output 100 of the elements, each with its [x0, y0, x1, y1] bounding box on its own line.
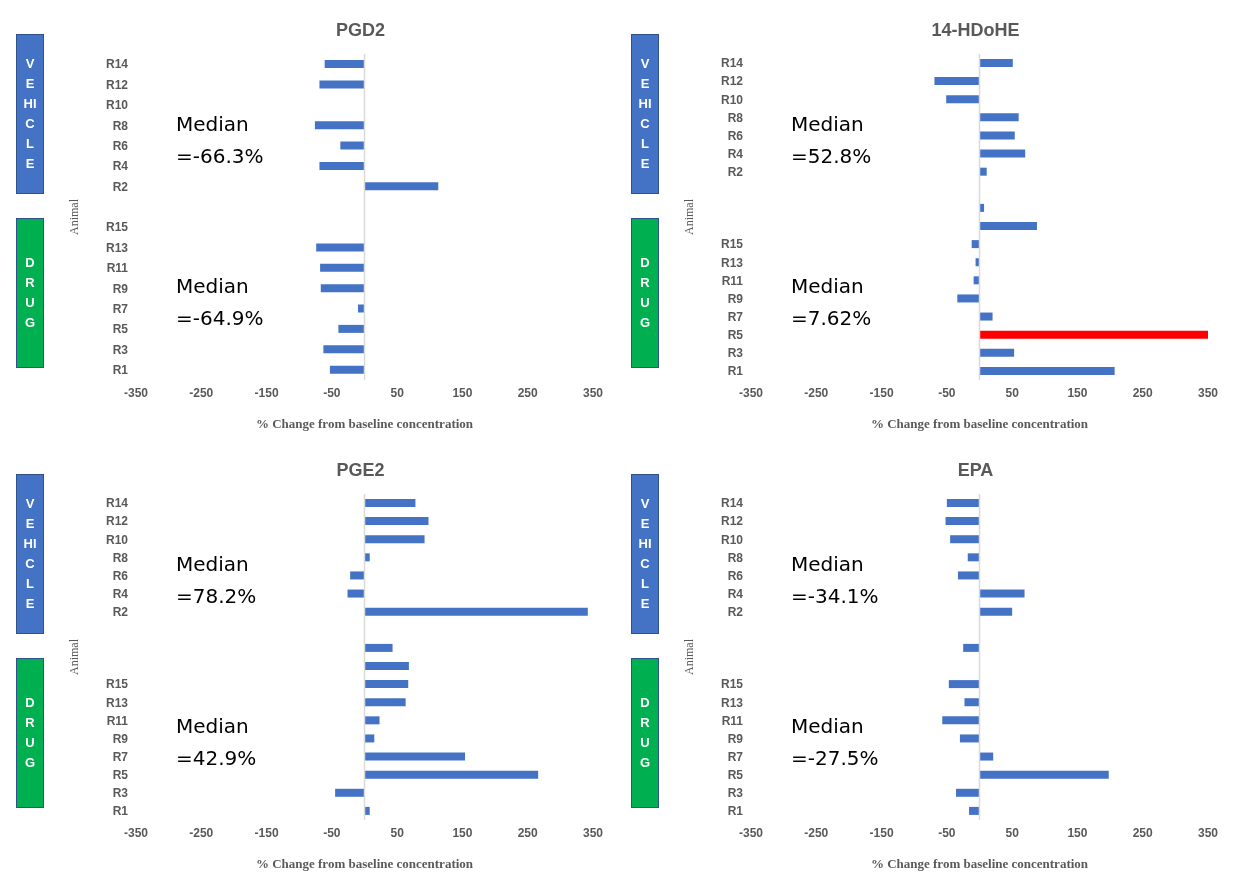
bar: [942, 716, 980, 725]
y-axis-title: Animal: [682, 198, 697, 235]
bar: [979, 366, 1115, 375]
bar: [979, 149, 1026, 158]
x-tick-label: 50: [390, 825, 405, 840]
x-tick-label: 150: [1067, 825, 1088, 840]
bar: [969, 806, 980, 815]
x-tick-label: -250: [189, 825, 214, 840]
y-tick-label: R8: [727, 550, 744, 565]
y-axis-title: Animal: [682, 638, 697, 675]
x-tick-label: -150: [869, 385, 894, 400]
x-tick-label: -50: [323, 385, 341, 400]
bar: [364, 643, 393, 652]
bar: [364, 698, 406, 707]
x-tick-label: 50: [1005, 825, 1020, 840]
x-tick-label: -150: [254, 385, 279, 400]
y-tick-label: R5: [112, 322, 129, 337]
drug-label-box: DRUG: [631, 658, 659, 808]
y-tick-label: R13: [720, 255, 744, 270]
bar: [979, 752, 994, 761]
y-tick-label: R11: [106, 713, 129, 728]
x-tick-label: -350: [738, 385, 764, 400]
bar: [959, 734, 980, 743]
drug-label-box: DRUG: [16, 218, 44, 368]
y-tick-label: R4: [727, 146, 744, 161]
bar: [347, 589, 365, 598]
annotation: Median =-66.3%: [176, 111, 265, 170]
y-tick-label: R6: [727, 568, 744, 583]
x-tick-label: 250: [517, 385, 539, 400]
y-tick-label: R6: [112, 138, 129, 153]
bar: [350, 571, 365, 580]
bar: [979, 222, 1037, 230]
y-tick-label: R9: [727, 291, 744, 306]
y-tick-label: R6: [112, 568, 129, 583]
bar: [979, 589, 1025, 598]
bar: [945, 517, 980, 526]
y-tick-label: R11: [721, 273, 744, 288]
vehicle-label-box: VEHICLE: [16, 474, 44, 634]
x-tick-label: -250: [189, 385, 214, 400]
bar: [946, 95, 980, 104]
bar: [956, 788, 980, 797]
y-tick-label: R2: [112, 604, 129, 619]
y-axis-title: Animal: [67, 198, 82, 235]
bar: [957, 294, 980, 303]
chart-title: PGE2: [335, 460, 386, 481]
x-axis-title: % Change from baseline concentration: [870, 416, 1089, 431]
bar: [979, 607, 1013, 616]
bar: [979, 131, 1015, 140]
y-tick-label: R7: [112, 301, 129, 316]
y-tick-label: R11: [721, 713, 744, 728]
y-tick-label: R15: [720, 237, 744, 252]
bar: [979, 312, 993, 321]
annotation: Median =52.8%: [791, 111, 873, 170]
x-tick-label: 350: [1197, 825, 1219, 840]
bar: [964, 698, 980, 707]
x-tick-label: 250: [1132, 385, 1154, 400]
y-tick-label: R15: [105, 677, 129, 692]
bar: [364, 680, 409, 689]
y-tick-label: R1: [112, 804, 129, 819]
y-tick-label: R7: [727, 749, 744, 764]
bar: [934, 77, 980, 86]
y-tick-label: R15: [105, 220, 129, 235]
bar: [335, 788, 365, 797]
x-tick-label: 250: [1132, 825, 1154, 840]
y-tick-label: R14: [720, 496, 744, 511]
y-tick-label: R4: [112, 586, 129, 601]
drug-label-box: DRUG: [631, 218, 659, 368]
y-tick-label: R11: [106, 261, 129, 276]
y-tick-label: R9: [112, 281, 129, 296]
chart-title: 14-HDoHE: [930, 20, 1021, 41]
bar: [950, 535, 980, 544]
bar: [946, 499, 980, 507]
bar: [948, 680, 980, 689]
x-tick-label: -150: [869, 825, 894, 840]
y-tick-label: R15: [720, 677, 744, 692]
y-tick-label: R10: [720, 92, 744, 107]
y-tick-label: R4: [112, 159, 129, 174]
y-tick-label: R7: [112, 749, 129, 764]
bar: [979, 330, 1208, 339]
bar: [957, 571, 980, 580]
y-tick-label: R1: [727, 364, 744, 379]
x-tick-label: 350: [582, 825, 604, 840]
annotation: Median =42.9%: [176, 713, 258, 772]
y-tick-label: R2: [727, 604, 744, 619]
y-tick-label: R8: [112, 118, 129, 133]
x-tick-label: -50: [938, 825, 956, 840]
x-tick-label: -250: [804, 825, 829, 840]
annotation: Median =-27.5%: [791, 713, 880, 772]
x-tick-label: -150: [254, 825, 279, 840]
bar: [364, 535, 425, 544]
y-tick-label: R3: [727, 786, 744, 801]
y-tick-label: R7: [727, 309, 744, 324]
y-tick-label: R12: [105, 77, 129, 92]
annotation: Median =-34.1%: [791, 551, 880, 610]
vehicle-label-box: VEHICLE: [631, 474, 659, 634]
y-tick-label: R3: [727, 346, 744, 361]
bar: [364, 517, 429, 526]
y-tick-label: R10: [105, 532, 129, 547]
x-tick-label: 350: [1197, 385, 1219, 400]
x-axis-title: % Change from baseline concentration: [870, 856, 1089, 871]
